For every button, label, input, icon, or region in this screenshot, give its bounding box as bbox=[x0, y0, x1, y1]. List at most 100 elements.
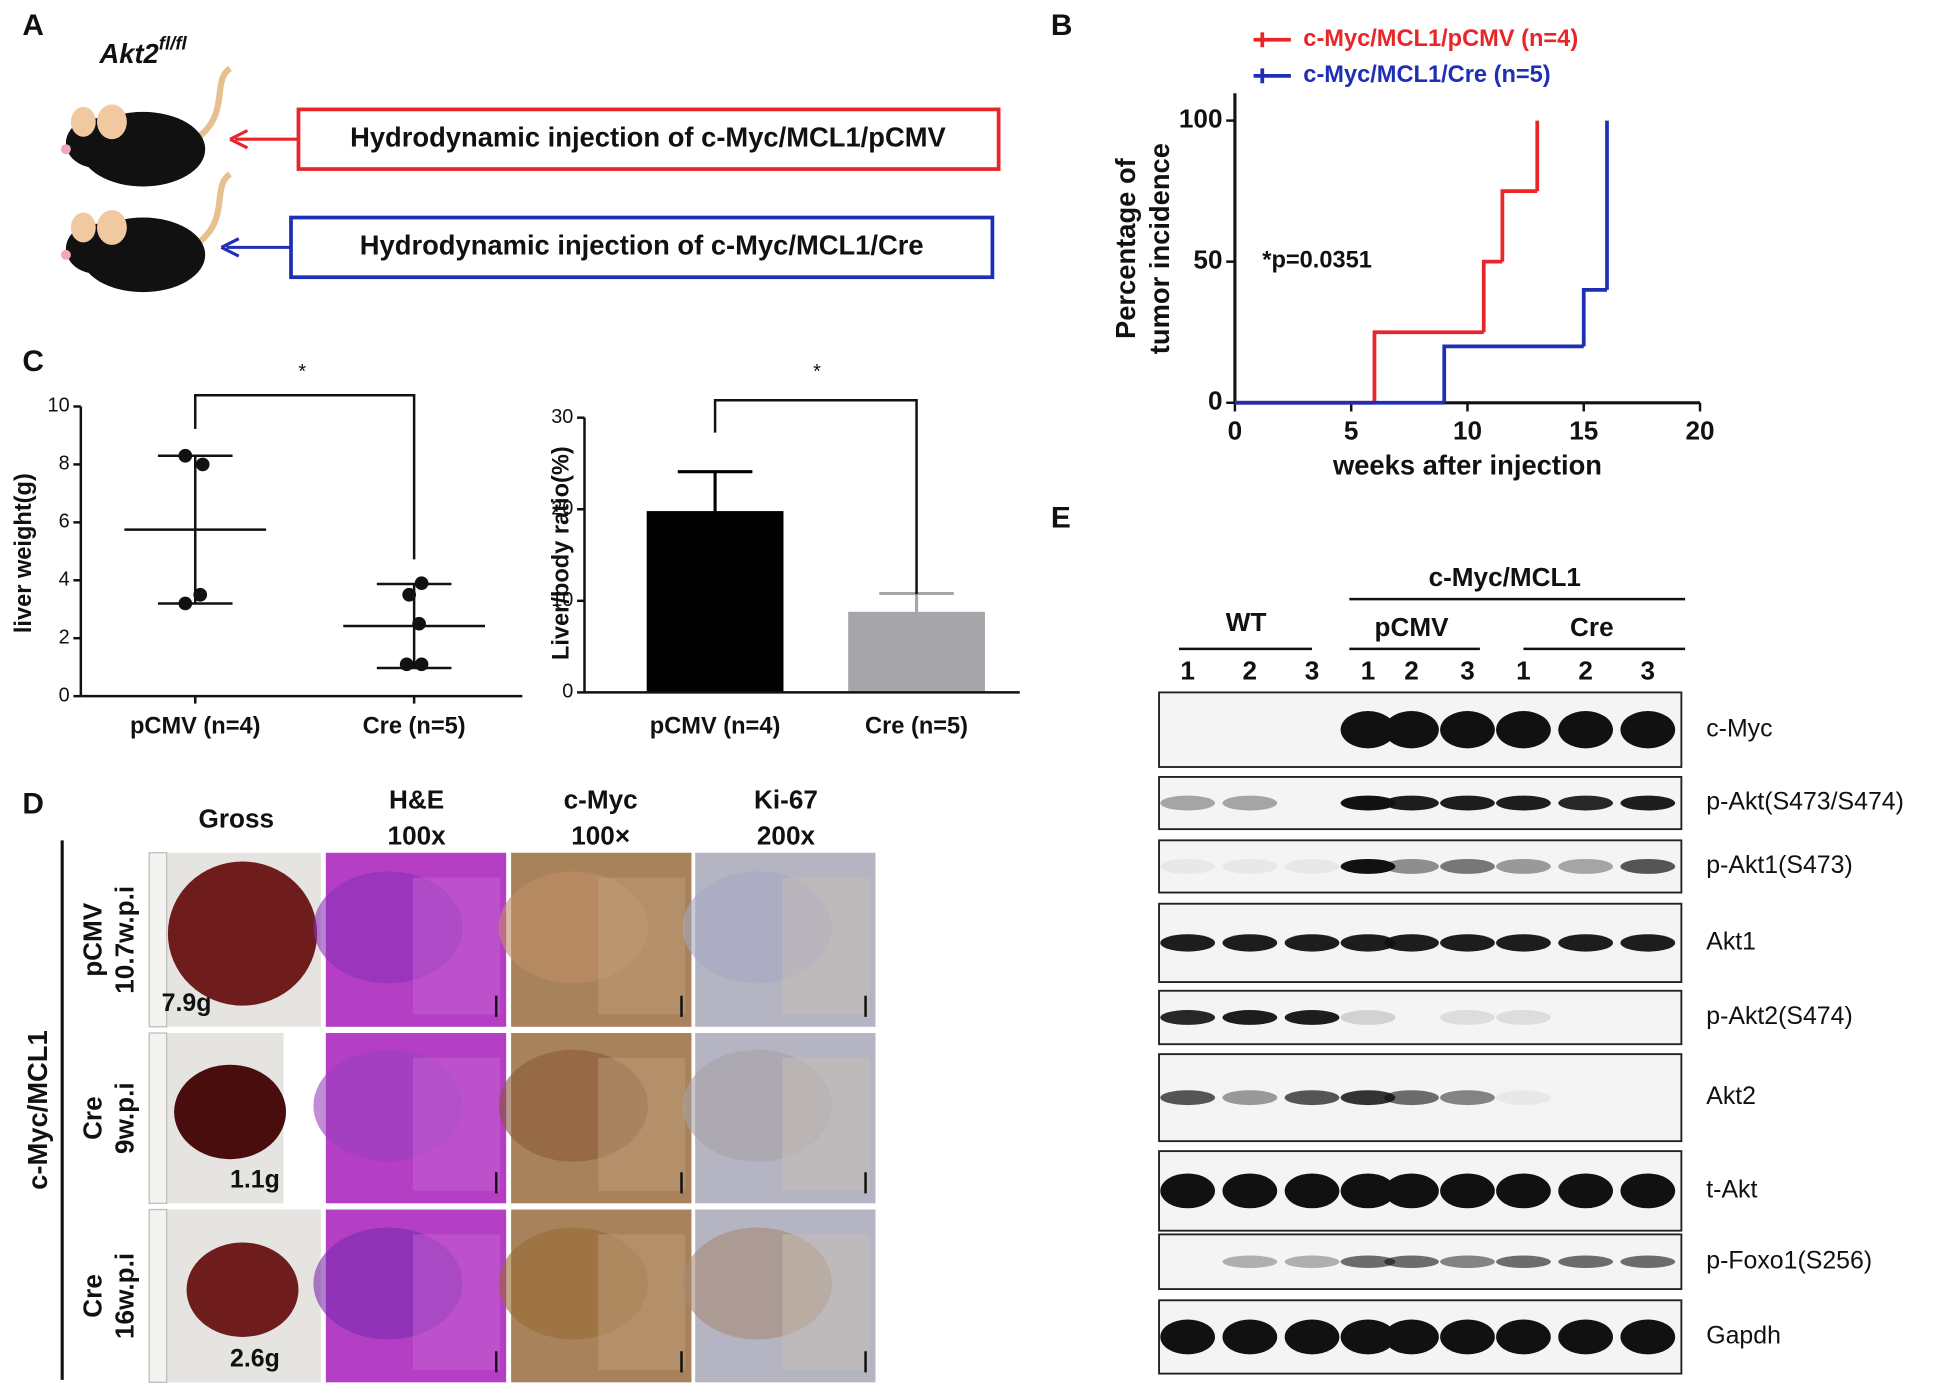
liver-weight: 7.9g bbox=[162, 989, 212, 1017]
band bbox=[1620, 795, 1676, 811]
band bbox=[1340, 934, 1396, 952]
histology-texture bbox=[598, 1057, 686, 1191]
mouse-ear bbox=[70, 212, 96, 243]
band bbox=[1160, 795, 1216, 811]
band bbox=[1284, 858, 1340, 874]
band bbox=[1340, 1255, 1396, 1268]
band bbox=[1384, 1255, 1439, 1268]
arrow-head bbox=[229, 129, 249, 150]
band bbox=[1284, 1319, 1340, 1355]
step-segment bbox=[1500, 189, 1538, 262]
histology-region bbox=[498, 1049, 648, 1162]
group-label: c-Myc/MCL1 bbox=[22, 1030, 53, 1190]
sd-whisker bbox=[157, 454, 233, 605]
row-group: Cre bbox=[77, 1274, 107, 1318]
y-tick-label: 10 bbox=[48, 395, 70, 417]
data-point bbox=[399, 657, 414, 672]
significance: * bbox=[813, 361, 821, 383]
band bbox=[1620, 1255, 1676, 1268]
y-axis-label: liver weight(g) bbox=[11, 473, 37, 633]
histology-region bbox=[498, 1227, 648, 1340]
injection-text: Hydrodynamic injection of c-Myc/MCL1/pCM… bbox=[350, 121, 946, 152]
protein-label: t-Akt bbox=[1706, 1175, 1757, 1203]
histology-texture bbox=[782, 1057, 870, 1191]
liver-weight: 2.6g bbox=[230, 1345, 280, 1373]
band bbox=[1440, 1010, 1495, 1025]
significance: * bbox=[298, 361, 306, 383]
bar bbox=[646, 511, 784, 693]
band bbox=[1496, 934, 1551, 952]
band bbox=[1222, 934, 1278, 952]
band bbox=[1340, 858, 1396, 874]
column-header: c-Myc bbox=[564, 785, 638, 815]
band bbox=[1496, 1319, 1551, 1355]
mouse-nose bbox=[60, 144, 71, 155]
mouse-ear bbox=[97, 210, 127, 245]
band bbox=[1440, 858, 1495, 874]
y-tick-label: 0 bbox=[59, 684, 70, 706]
histology-texture bbox=[598, 1234, 686, 1370]
data-point bbox=[195, 457, 210, 472]
band bbox=[1384, 934, 1439, 952]
band bbox=[1222, 1090, 1278, 1106]
band bbox=[1222, 1255, 1278, 1268]
row-time: 10.7w.p.i bbox=[110, 886, 140, 994]
band bbox=[1284, 1090, 1340, 1106]
panel-label: C bbox=[22, 345, 44, 378]
band bbox=[1440, 1090, 1495, 1106]
data-point bbox=[178, 448, 193, 463]
band bbox=[1160, 1010, 1216, 1025]
liver bbox=[174, 1064, 287, 1160]
x-tick-label: Cre (n=5) bbox=[865, 713, 968, 739]
y-tick-label: 30 bbox=[551, 406, 573, 428]
band bbox=[1160, 934, 1216, 952]
column-header: Gross bbox=[199, 803, 274, 833]
band bbox=[1496, 795, 1551, 811]
data-point bbox=[414, 576, 429, 591]
band bbox=[1558, 858, 1613, 874]
liver bbox=[186, 1242, 299, 1337]
x-tick-label: Cre (n=5) bbox=[363, 713, 466, 739]
data-point bbox=[414, 657, 429, 672]
histology-region bbox=[682, 1227, 832, 1340]
band bbox=[1222, 1173, 1278, 1209]
band bbox=[1340, 795, 1396, 811]
protein-label: p-Akt2(S474) bbox=[1706, 1002, 1852, 1030]
band bbox=[1284, 934, 1340, 952]
band bbox=[1620, 934, 1676, 952]
data-point bbox=[412, 616, 426, 631]
lane-number: 2 bbox=[1404, 655, 1419, 685]
genotype-name: Akt2 bbox=[98, 38, 158, 69]
row-group: Cre bbox=[77, 1096, 107, 1140]
legend-label: c-Myc/MCL1/Cre (n=5) bbox=[1303, 62, 1550, 88]
step-segment bbox=[1481, 259, 1503, 333]
blot-frame bbox=[1158, 839, 1683, 894]
protein-label: Akt2 bbox=[1706, 1082, 1756, 1110]
lane-number: 3 bbox=[1641, 655, 1656, 685]
protein-label: p-Akt(S473/S474) bbox=[1706, 788, 1904, 816]
band bbox=[1558, 711, 1613, 749]
lane-number: 1 bbox=[1516, 655, 1531, 685]
band bbox=[1160, 1173, 1216, 1209]
band bbox=[1340, 1010, 1396, 1025]
x-axis-label: weeks after injection bbox=[1332, 450, 1602, 481]
lane-number: 1 bbox=[1180, 655, 1195, 685]
band bbox=[1340, 711, 1396, 749]
mouse-ear bbox=[97, 104, 127, 140]
band bbox=[1222, 795, 1278, 811]
mouse-genotype: Akt2fl/fl bbox=[98, 33, 187, 69]
magnification: 100× bbox=[571, 821, 630, 851]
step-segment bbox=[1581, 288, 1608, 347]
band bbox=[1440, 1319, 1495, 1355]
x-tick-label: 5 bbox=[1344, 415, 1359, 445]
y-axis-label: Percentage of bbox=[1110, 157, 1141, 339]
y-axis-label: Liver/body ratio(%) bbox=[548, 446, 574, 660]
band bbox=[1620, 1173, 1676, 1209]
panel-label: D bbox=[22, 787, 44, 820]
group-header: c-Myc/MCL1 bbox=[1429, 562, 1581, 592]
liver bbox=[167, 861, 318, 1006]
protein-label: p-Akt1(S473) bbox=[1706, 851, 1852, 879]
band bbox=[1558, 934, 1613, 952]
p-value: *p=0.0351 bbox=[1262, 247, 1372, 273]
row-time: 9w.p.i bbox=[110, 1082, 140, 1154]
